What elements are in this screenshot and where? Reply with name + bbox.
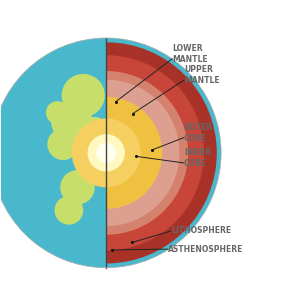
Circle shape <box>62 74 105 117</box>
Text: LITHOSPHERE: LITHOSPHERE <box>171 226 231 236</box>
Text: INNER
CORE: INNER CORE <box>184 148 211 168</box>
Circle shape <box>55 196 83 225</box>
Text: OUTER
CORE: OUTER CORE <box>184 123 213 143</box>
Circle shape <box>82 117 108 143</box>
Circle shape <box>96 143 116 163</box>
Circle shape <box>46 101 69 124</box>
Text: ASTHENOSPHERE: ASTHENOSPHERE <box>168 244 243 253</box>
Circle shape <box>51 100 93 142</box>
Circle shape <box>47 128 79 160</box>
Wedge shape <box>106 80 180 226</box>
Wedge shape <box>106 71 188 235</box>
Text: UPPER
MANTLE: UPPER MANTLE <box>184 65 220 86</box>
Circle shape <box>88 134 125 172</box>
Circle shape <box>60 170 95 205</box>
Wedge shape <box>106 42 217 263</box>
Circle shape <box>72 118 141 187</box>
Text: LOWER
MANTLE: LOWER MANTLE <box>172 44 208 64</box>
Circle shape <box>0 38 221 268</box>
Wedge shape <box>106 97 162 209</box>
Wedge shape <box>106 55 204 250</box>
